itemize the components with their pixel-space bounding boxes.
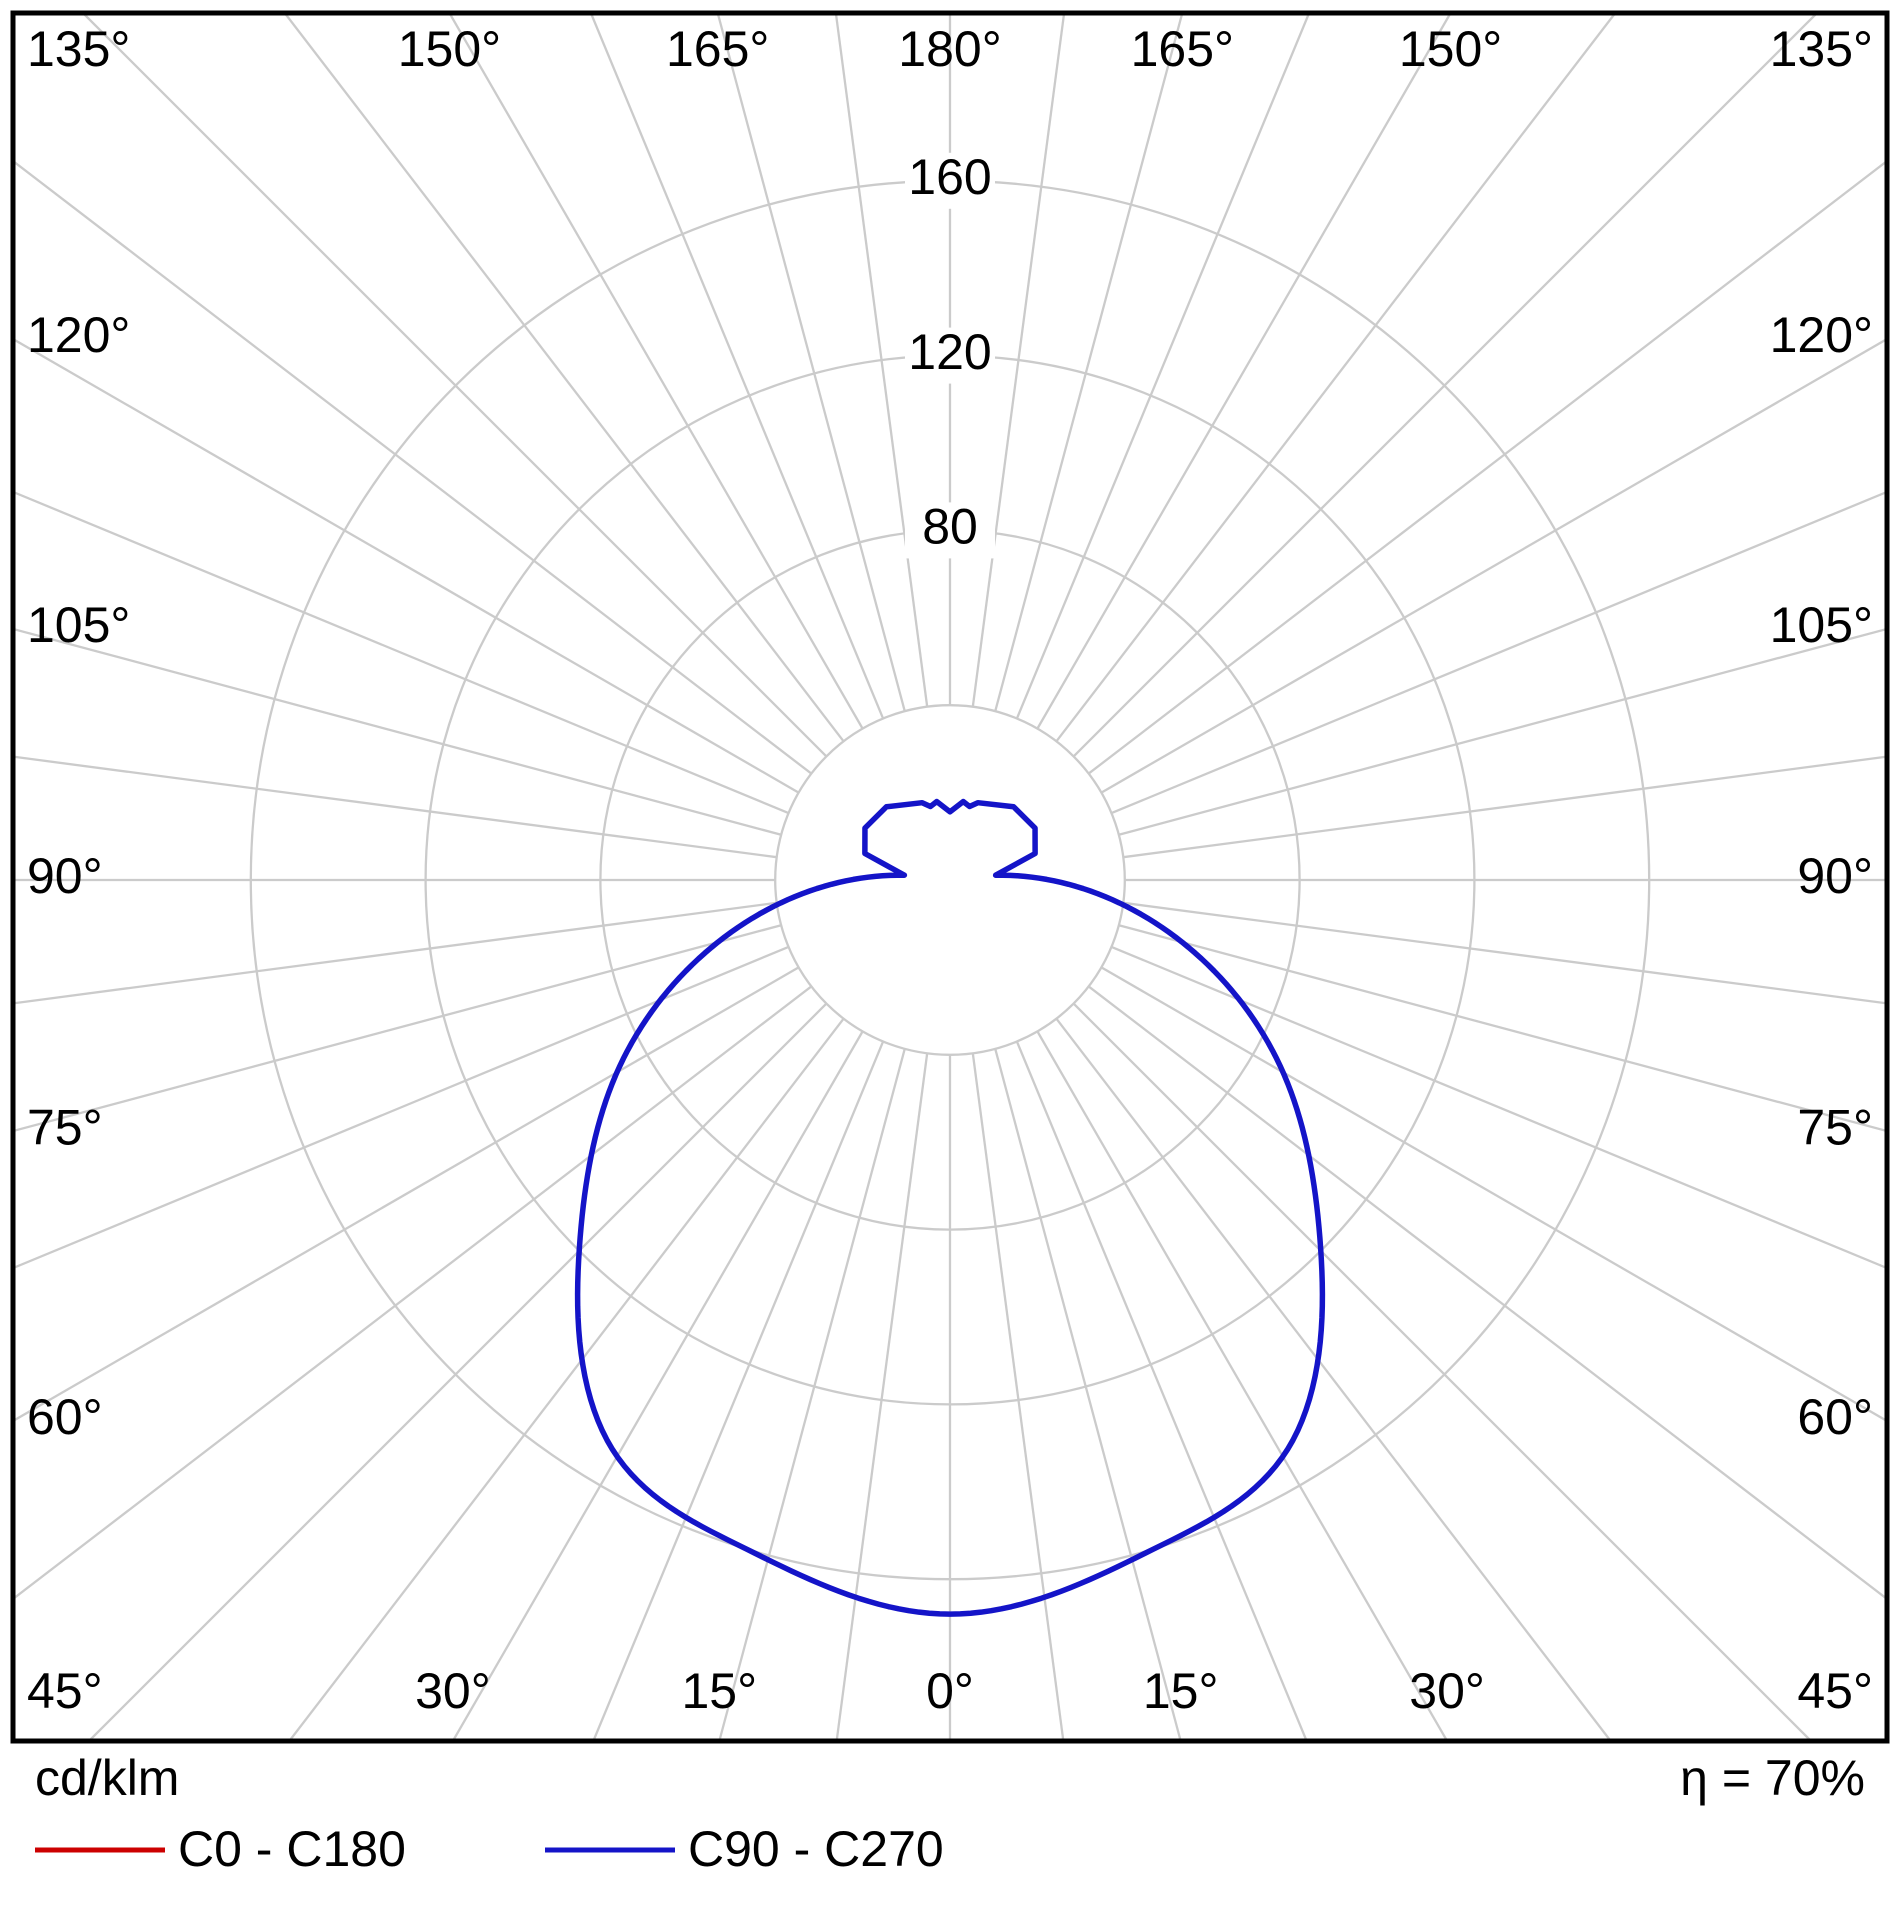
svg-text:105°: 105° — [1770, 597, 1873, 653]
svg-text:15°: 15° — [681, 1663, 757, 1719]
svg-text:135°: 135° — [1770, 21, 1873, 77]
svg-text:15°: 15° — [1143, 1663, 1219, 1719]
svg-text:cd/klm: cd/klm — [35, 1750, 179, 1806]
svg-text:30°: 30° — [1409, 1663, 1485, 1719]
svg-text:45°: 45° — [1797, 1663, 1873, 1719]
svg-text:165°: 165° — [666, 21, 769, 77]
svg-text:30°: 30° — [415, 1663, 491, 1719]
svg-text:60°: 60° — [1797, 1389, 1873, 1445]
svg-text:45°: 45° — [27, 1663, 103, 1719]
svg-text:C0 - C180: C0 - C180 — [178, 1821, 406, 1877]
svg-text:150°: 150° — [398, 21, 501, 77]
svg-text:120: 120 — [908, 324, 991, 380]
svg-text:180°: 180° — [898, 21, 1001, 77]
svg-text:0°: 0° — [926, 1663, 974, 1719]
svg-text:135°: 135° — [27, 21, 130, 77]
svg-text:120°: 120° — [27, 307, 130, 363]
svg-text:120°: 120° — [1770, 307, 1873, 363]
svg-text:90°: 90° — [1797, 848, 1873, 904]
svg-text:η = 70%: η = 70% — [1680, 1750, 1865, 1806]
svg-text:75°: 75° — [1797, 1099, 1873, 1155]
svg-text:150°: 150° — [1399, 21, 1502, 77]
svg-text:105°: 105° — [27, 597, 130, 653]
svg-text:80: 80 — [922, 499, 978, 555]
svg-text:160: 160 — [908, 149, 991, 205]
svg-text:165°: 165° — [1131, 21, 1234, 77]
svg-text:75°: 75° — [27, 1099, 103, 1155]
svg-text:C90 - C270: C90 - C270 — [688, 1821, 944, 1877]
svg-text:60°: 60° — [27, 1389, 103, 1445]
svg-text:90°: 90° — [27, 848, 103, 904]
